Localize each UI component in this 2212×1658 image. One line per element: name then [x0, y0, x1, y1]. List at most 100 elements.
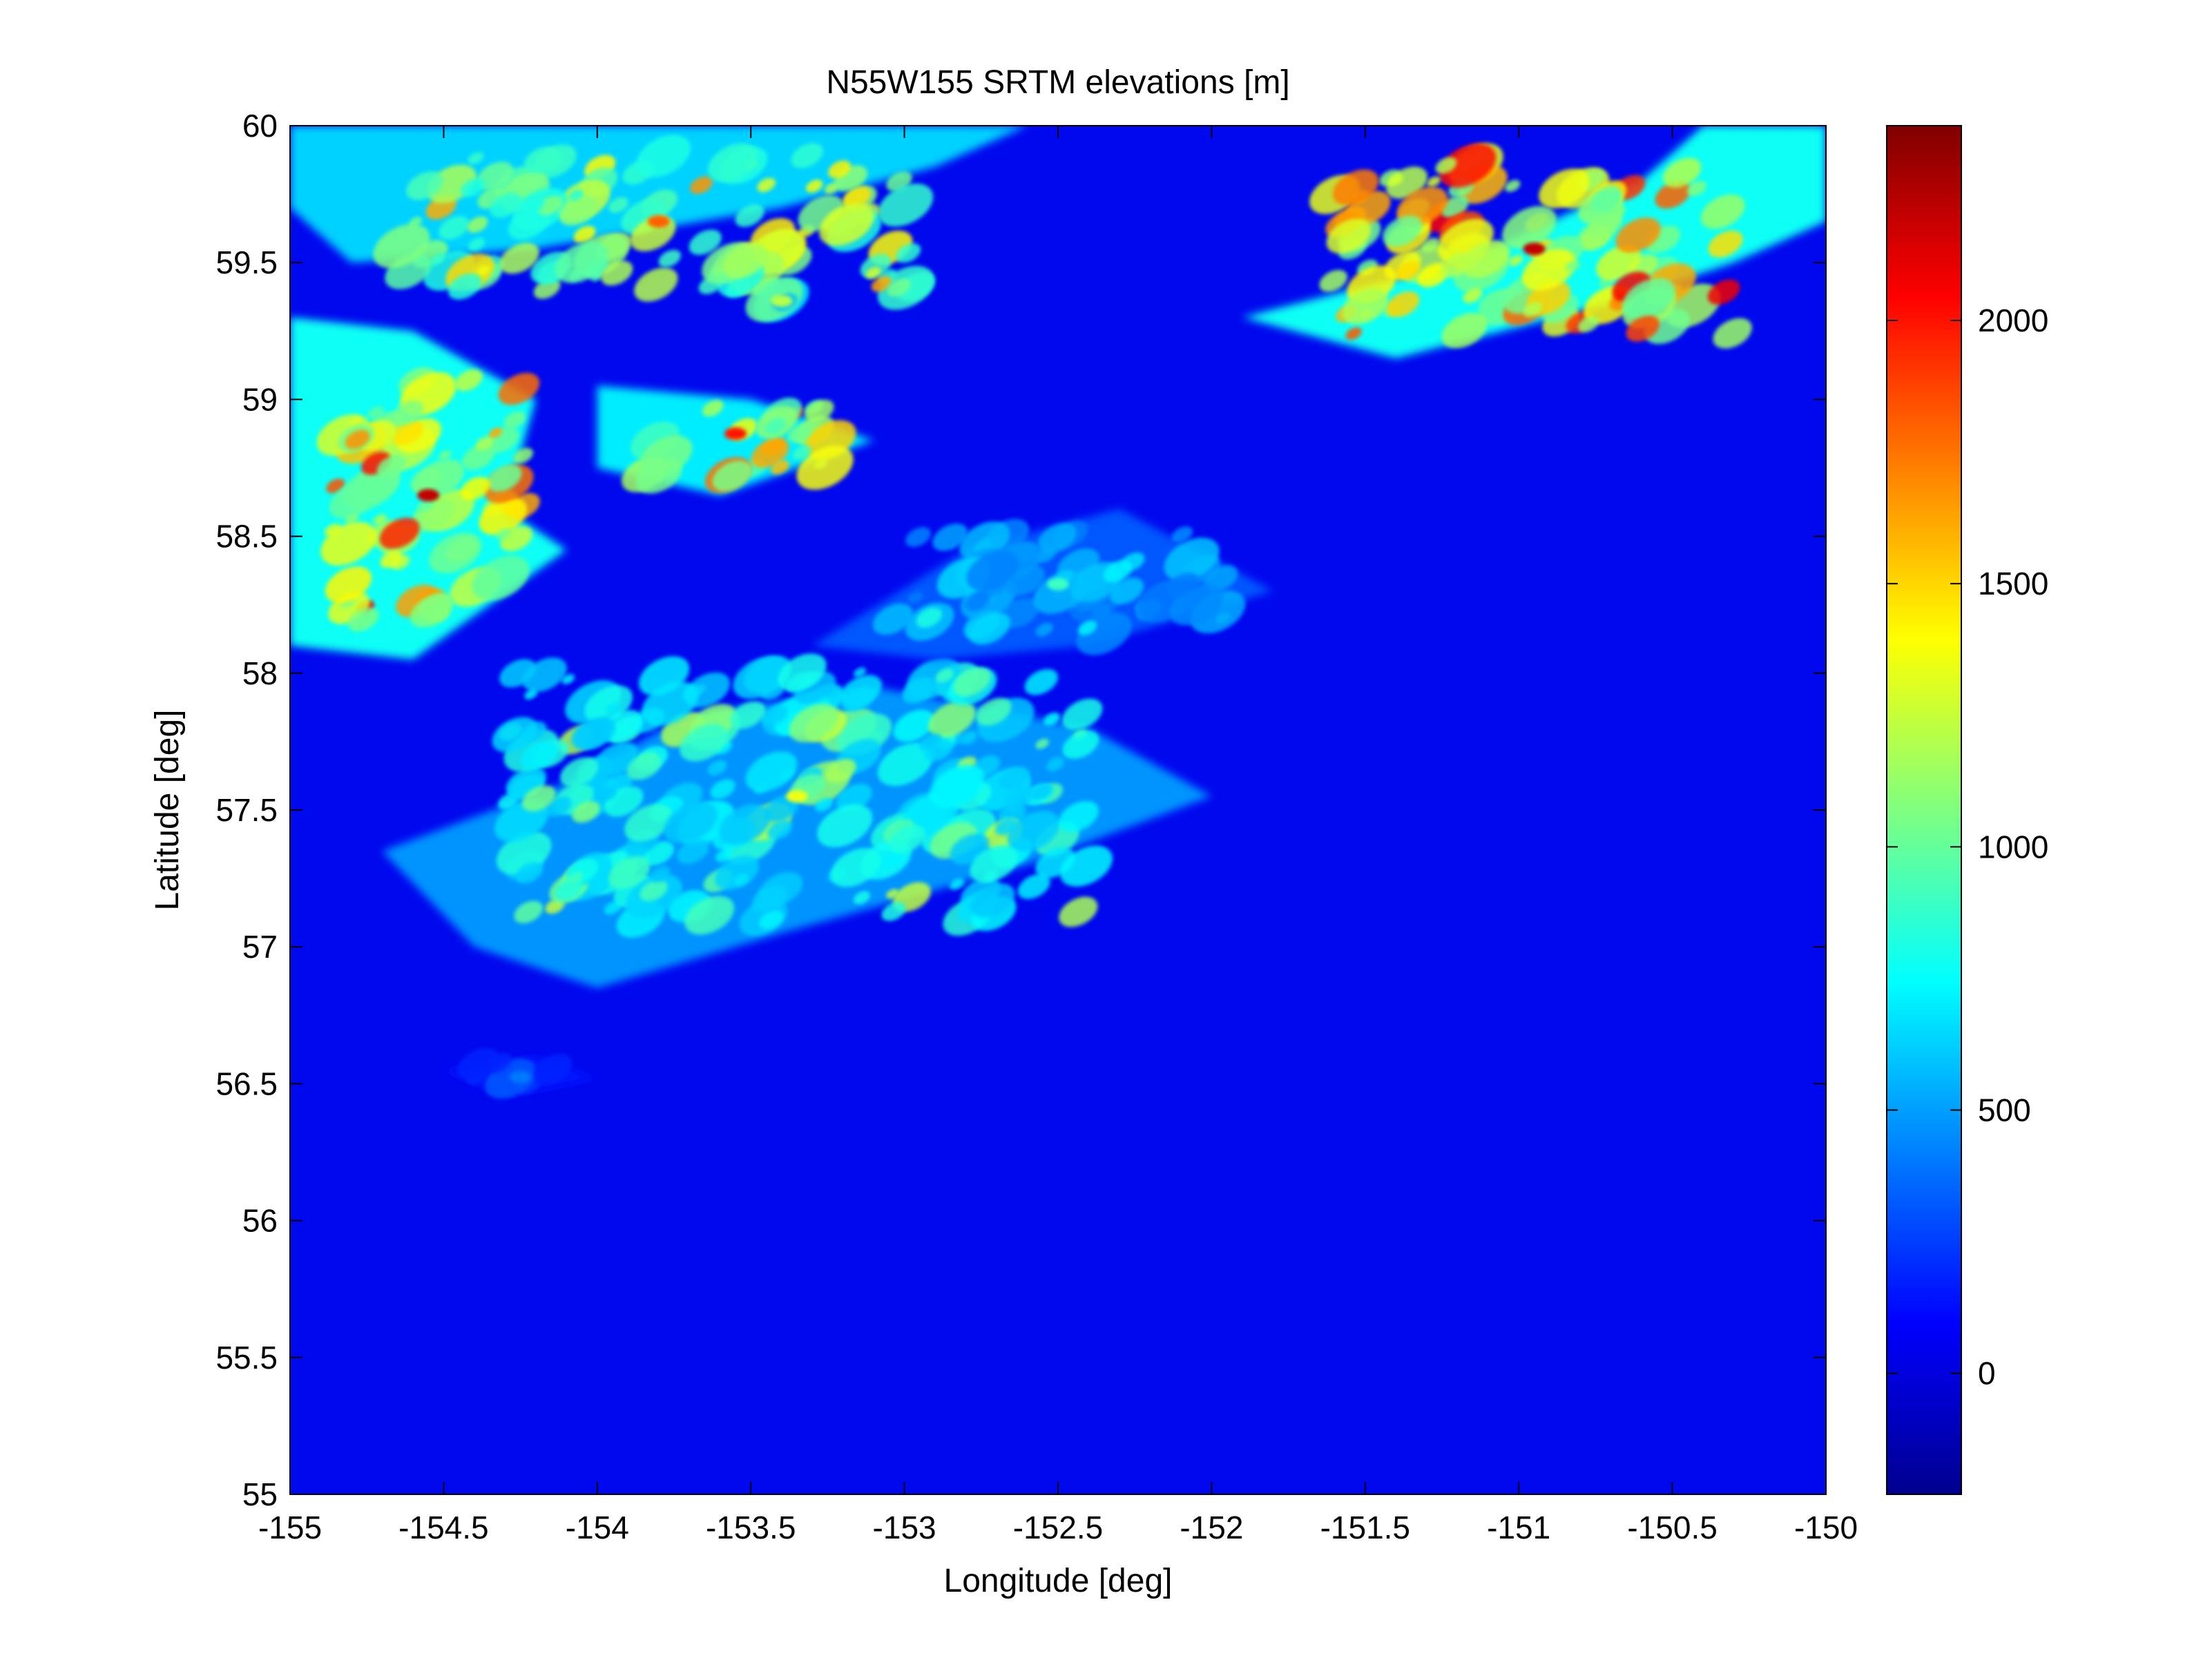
elevation-peak [1523, 242, 1546, 256]
elevation-patch [953, 667, 991, 697]
elevation-patch [789, 704, 839, 742]
elevation-patch [348, 607, 379, 632]
elevation-patch [965, 592, 990, 611]
elevation-patch [345, 513, 359, 525]
elevation-patch [559, 757, 599, 787]
elevation-patch [677, 838, 709, 864]
elevation-patch [376, 455, 406, 478]
elevation-peak [785, 790, 808, 803]
elevation-patch [1502, 206, 1557, 249]
elevation-peak [417, 489, 440, 502]
elevation-patch [1708, 230, 1743, 258]
elevation-patch [836, 783, 872, 812]
elevation-patch [608, 197, 629, 213]
elevation-patch [454, 369, 483, 392]
elevation-patch [649, 866, 671, 883]
elevation-patch [1427, 176, 1441, 187]
elevation-patch [462, 444, 495, 470]
elevation-patch [762, 705, 788, 726]
elevation-patch [521, 785, 556, 812]
elevation-patch [819, 203, 874, 246]
y-tick-label: 55 [242, 1476, 278, 1512]
elevation-patch [730, 701, 766, 729]
elevation-patch [707, 143, 758, 182]
land-mass [382, 686, 1212, 988]
elevation-patch [515, 862, 543, 884]
elevation-patch [559, 195, 597, 226]
elevation-patch [932, 523, 968, 551]
elevation-patch [950, 878, 965, 890]
elevation-patch [878, 183, 934, 227]
elevation-patch [796, 445, 854, 490]
elevation-patch [752, 885, 787, 913]
region-alaska-peninsula-nw [290, 317, 567, 659]
elevation-patch [1435, 157, 1457, 174]
elevation-patch [1077, 620, 1097, 635]
elevation-patch [606, 703, 620, 714]
elevation-patch [975, 697, 1012, 726]
elevation-patch [502, 501, 519, 514]
elevation-patch [1707, 279, 1740, 305]
elevation-patch [733, 656, 788, 700]
elevation-patch [680, 724, 728, 762]
elevation-patch [1031, 783, 1053, 800]
elevation-patch [1596, 245, 1642, 281]
elevation-patch [906, 657, 961, 700]
elevation-patch [757, 177, 776, 193]
elevation-patch [1461, 240, 1510, 278]
colorbar-tick-label: 2000 [1978, 302, 2048, 338]
elevation-patch [1686, 180, 1706, 196]
y-tick-label: 56.5 [215, 1066, 278, 1101]
elevation-patch [1017, 874, 1050, 900]
elevation-patch [712, 461, 752, 492]
elevation-patch [626, 753, 662, 780]
elevation-patch [1167, 572, 1200, 598]
elevation-patch [1037, 523, 1077, 554]
elevation-patch [320, 521, 377, 566]
elevation-patch [1035, 622, 1054, 637]
elevation-patch [970, 845, 1018, 883]
elevation-patch [1035, 738, 1049, 749]
x-tick-label: -154.5 [398, 1510, 488, 1545]
elevation-patch [568, 871, 584, 884]
elevation-patch [853, 891, 871, 905]
chart-title: N55W155 SRTM elevations [m] [826, 64, 1289, 101]
elevation-patch [487, 465, 522, 492]
elevation-patch [1539, 168, 1590, 209]
elevation-patch [995, 818, 1018, 836]
elevation-patch [448, 273, 482, 300]
elevation-patch [439, 450, 452, 461]
elevation-patch [759, 910, 784, 929]
elevation-patch [710, 779, 735, 799]
elevation-patch [1388, 174, 1403, 186]
y-tick-label: 58 [242, 655, 278, 691]
elevation-patch [1622, 278, 1675, 320]
elevation-patch [499, 242, 539, 274]
elevation-patch [778, 653, 827, 692]
elevation-patch [715, 856, 759, 890]
elevation-patch [634, 267, 678, 302]
elevation-patch [642, 682, 699, 726]
y-tick-label: 60 [242, 108, 278, 144]
elevation-patch [815, 798, 833, 812]
elevation-patch [513, 447, 534, 464]
elevation-patch [1043, 712, 1061, 726]
elevation-patch [966, 550, 1019, 591]
elevation-patch [522, 197, 544, 214]
y-tick-label: 57.5 [215, 792, 278, 828]
elevation-patch [998, 804, 1020, 822]
region-mainland-north [290, 126, 1028, 310]
elevation-patch [1332, 169, 1379, 206]
elevation-patch [555, 878, 584, 901]
elevation-patch [658, 249, 682, 268]
elevation-patch [639, 879, 668, 902]
elevation-patch [1441, 312, 1488, 349]
elevation-patch [877, 742, 934, 787]
elevation-patch [496, 528, 511, 540]
elevation-patch [889, 825, 925, 854]
elevation-patch [928, 701, 976, 738]
elevation-patch [391, 420, 424, 446]
elevation-patch [1024, 668, 1058, 695]
elevation-patch [929, 764, 985, 808]
elevation-patch [830, 847, 881, 887]
